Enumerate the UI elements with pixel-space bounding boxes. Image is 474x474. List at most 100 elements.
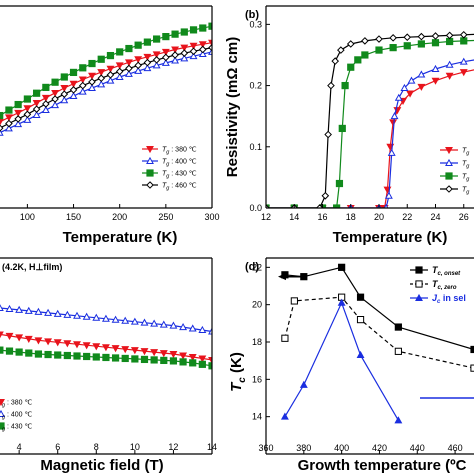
- panel-c-series-1-point: [169, 321, 178, 329]
- panel-a-series-0-point: [14, 109, 23, 117]
- panel-c-series-0-point: [44, 338, 53, 346]
- panel-a-series-3-point: [32, 105, 41, 113]
- panel-c-series-2-point: [198, 360, 206, 368]
- panel-a-series-2-point: [97, 55, 105, 63]
- panel-a-series-1-point: [97, 80, 106, 88]
- panel-a-series-3-point: [106, 71, 115, 79]
- panel-a-series-2-point: [171, 30, 179, 38]
- panel-b-series-0-point: [459, 69, 468, 77]
- panel-a-series-3-point: [42, 100, 50, 108]
- panel-c-legend-marker: [0, 422, 5, 430]
- panel-c-series-0-point: [82, 342, 91, 350]
- panel-c-series-0-point: [24, 335, 33, 343]
- panel-c-series-2-point: [189, 359, 197, 367]
- panel-c-series-0-point: [208, 356, 212, 365]
- panel-c-series-0-point: [159, 350, 168, 358]
- panel-c-series-0-point: [111, 345, 120, 353]
- panel-c-series-2-point: [179, 358, 187, 366]
- panel-d-x-tick-label: 420: [372, 443, 387, 453]
- panel-d-legend-label: Jc in sel: [432, 293, 466, 305]
- panel-a-series-1-point: [189, 52, 198, 60]
- panel-c-x-tick-label: 14: [207, 442, 217, 452]
- panel-b-legend: Tg Tg Tg Tg: [440, 147, 470, 196]
- panel-b-plot-area: [266, 30, 474, 208]
- panel-a-series-3-point: [88, 78, 96, 86]
- panel-a-legend-label: Tg : 430 ℃: [162, 171, 197, 180]
- panel-d-label: (d): [245, 261, 259, 273]
- panel-b-series-2-point: [335, 179, 344, 188]
- panel-b-series-3-point: [346, 40, 355, 48]
- panel-c-series-1-point: [5, 304, 14, 312]
- panel-c-series-1-point: [92, 313, 101, 321]
- panel-b-series-1-line: [266, 59, 474, 208]
- panel-b-series-2-point: [338, 124, 346, 133]
- panel-a-series-3-point: [162, 53, 170, 62]
- panel-a-series-3-point: [97, 74, 106, 83]
- panel-b-series-3-point: [361, 37, 369, 45]
- panel-a-series-1-point: [78, 87, 87, 95]
- panel-a-series-0-point: [198, 41, 207, 49]
- panel-a-series-2-point: [79, 64, 87, 72]
- panel-c-series-0-point: [63, 340, 72, 348]
- panel-a-series-2-point: [189, 26, 198, 34]
- panel-a-x-tick-label: 200: [112, 212, 127, 222]
- panel-a-series-1-point: [134, 66, 143, 74]
- panel-c-series-2-point: [54, 351, 62, 359]
- panel-c-series-1-point: [44, 308, 53, 316]
- panel-c-legend-marker: [0, 409, 5, 417]
- panel-c: 4 6 8 10 12 14 (4.2K, H⊥film) Magnetic field …: [0, 257, 217, 474]
- panel-c-series-1-point: [140, 318, 149, 326]
- panel-a-series-3-point: [143, 58, 152, 67]
- panel-a-series-0-point: [106, 65, 115, 73]
- panel-d-y-tick-label: 22: [252, 262, 262, 272]
- panel-a-series-0-point: [78, 76, 87, 84]
- panel-d-series-1-line: [284, 296, 474, 369]
- panel-d-series-2-point: [337, 298, 346, 306]
- panel-c-series-2-point: [150, 356, 158, 364]
- panel-a-series-2-point: [23, 95, 31, 103]
- panel-b-series-0-point: [389, 119, 398, 127]
- panel-a-series-0-point: [51, 89, 60, 98]
- panel-c-x-label: Magnetic field (T): [40, 457, 163, 474]
- panel-a-series-1-point: [152, 61, 161, 69]
- panel-a-series-3-point: [180, 49, 189, 57]
- panel-a-series-3-point: [5, 119, 13, 128]
- panel-a-series-1-point: [180, 54, 189, 62]
- panel-b-series-1-point: [384, 191, 393, 199]
- panel-a-series-0-point: [115, 62, 124, 70]
- panel-a-series-1-point: [51, 101, 60, 109]
- panel-d-series-2-point: [299, 380, 308, 388]
- panel-b-series-3-point: [403, 33, 412, 42]
- panel-d-series-0-point: [394, 323, 402, 331]
- panel-c-series-0-point: [53, 339, 62, 347]
- panel-b-legend-label: Tg: [462, 148, 470, 157]
- panel-d-x-tick-label: 460: [448, 443, 463, 453]
- panel-b-y-label: Resistivity (mΩ cm): [224, 37, 241, 177]
- panel-c-series-2-point: [131, 355, 139, 363]
- panel-a-series-2-point: [42, 83, 50, 92]
- panel-a-series-1-point: [14, 120, 23, 128]
- panel-b-series-3-point: [337, 46, 345, 54]
- panel-c-series-0-point: [34, 337, 43, 345]
- panel-a-series-1-point: [60, 96, 69, 104]
- panel-c-series-2-point: [111, 354, 120, 362]
- panel-b-series-2-point: [403, 42, 411, 50]
- panel-c-series-0-point: [179, 352, 188, 360]
- panel-d-series-1-point: [281, 334, 289, 342]
- panel-a-series-0-point: [180, 44, 189, 52]
- panel-b-series-3-point: [321, 191, 330, 200]
- panel-b-series-2-point: [361, 51, 369, 59]
- panel-d-x-tick-label: 400: [334, 443, 349, 453]
- panel-a-series-0-point: [97, 69, 106, 77]
- panel-b-series-1-point: [400, 83, 409, 92]
- panel-b-series-2-point: [431, 39, 440, 47]
- panel-a-series-1-point: [41, 105, 50, 114]
- panel-b-series-1-point: [417, 70, 426, 78]
- panel-c-x-tick-label: 4: [17, 442, 22, 452]
- panel-b-series-1-point: [407, 76, 416, 84]
- panel-c-series-1-point: [130, 317, 139, 325]
- panel-d-y-tick-label: 18: [252, 337, 262, 347]
- panel-a-legend-label: Tg : 400 ℃: [162, 159, 197, 168]
